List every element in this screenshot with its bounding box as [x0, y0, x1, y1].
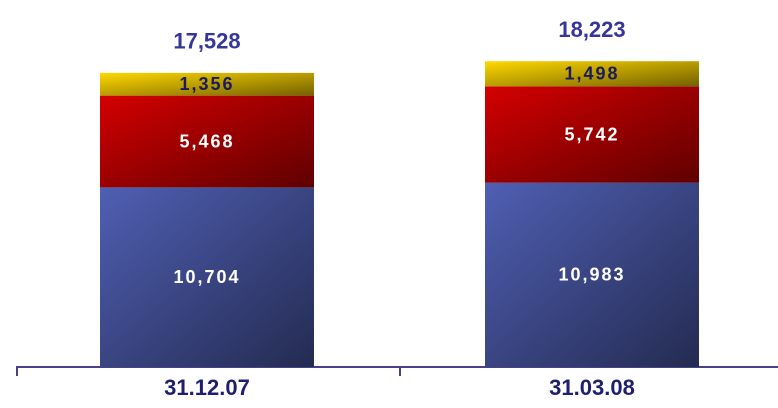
x-tick-label: 31.12.07	[164, 375, 250, 400]
total-label: 17,528	[173, 29, 240, 54]
bar-segment	[485, 86, 699, 183]
segment-label: 10,983	[558, 265, 625, 285]
segment-label: 10,704	[173, 267, 240, 287]
segment-label: 1,498	[564, 64, 619, 84]
bar-segment	[485, 182, 699, 367]
segment-label: 5,468	[179, 131, 234, 151]
total-label: 18,223	[558, 17, 625, 42]
bar-segment	[100, 187, 314, 367]
x-tick-label: 31.03.08	[549, 375, 635, 400]
bar-segment	[100, 95, 314, 188]
segment-label: 5,742	[564, 124, 619, 144]
segment-label: 1,356	[179, 74, 234, 94]
bar-segment	[100, 72, 314, 96]
bar-segment	[485, 61, 699, 87]
